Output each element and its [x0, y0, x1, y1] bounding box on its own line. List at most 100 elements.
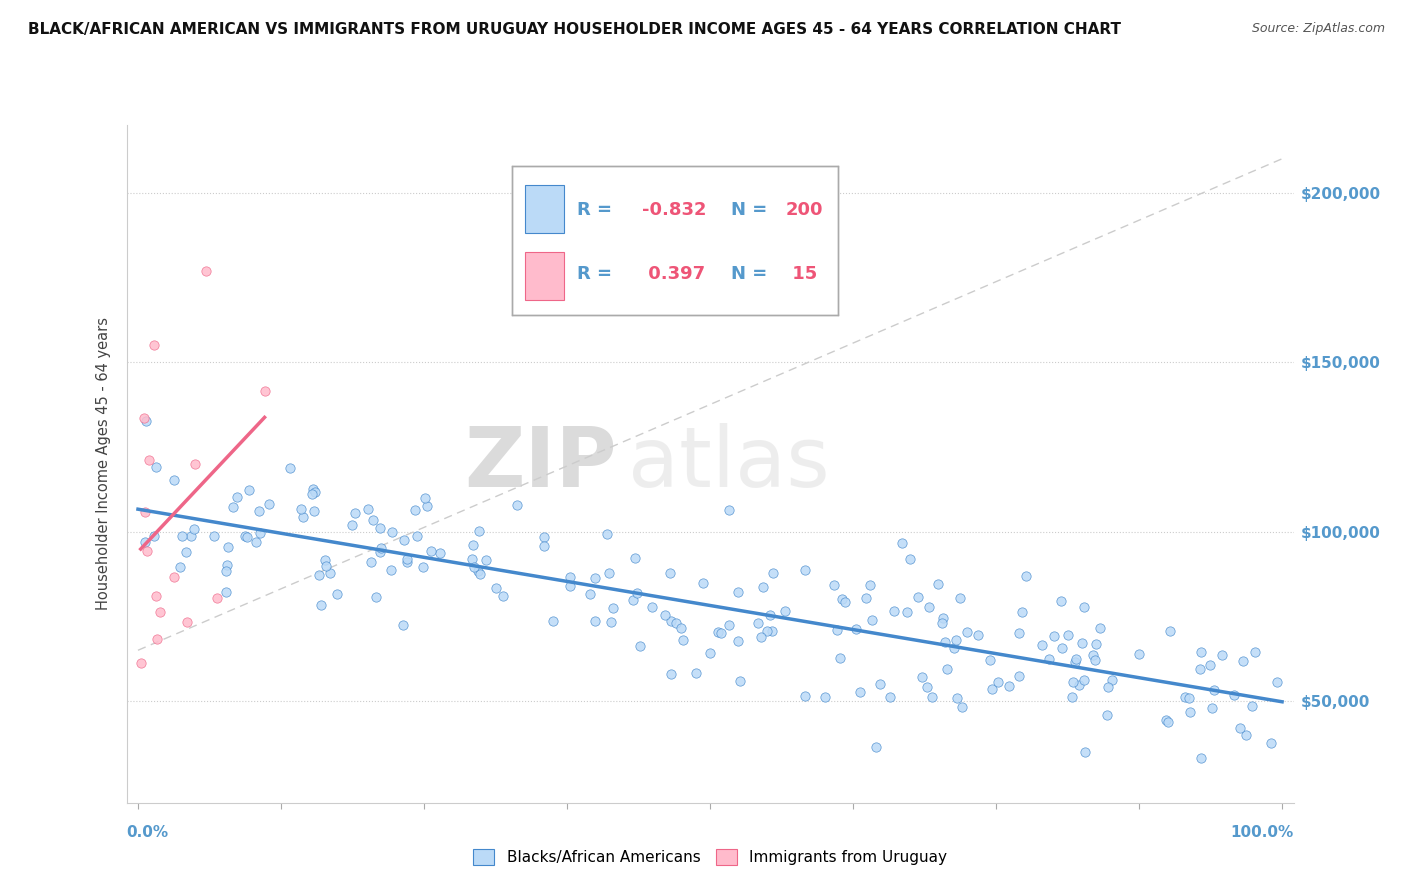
- Point: [1128, 647, 1150, 661]
- Point: [143, 529, 166, 543]
- Point: [1157, 715, 1180, 730]
- Point: [1223, 689, 1246, 703]
- Point: [814, 690, 837, 705]
- Point: [1062, 674, 1084, 689]
- Point: [541, 614, 564, 628]
- Point: [1085, 637, 1108, 651]
- Point: [533, 540, 555, 554]
- Point: [342, 518, 364, 533]
- Point: [855, 591, 877, 606]
- Legend: Blacks/African Americans, Immigrants from Uruguay: Blacks/African Americans, Immigrants fro…: [465, 842, 955, 873]
- Point: [579, 587, 602, 601]
- Point: [921, 690, 943, 705]
- Point: [463, 560, 485, 574]
- Point: [659, 666, 682, 681]
- Point: [626, 586, 648, 600]
- Point: [945, 633, 967, 648]
- Point: [699, 646, 721, 660]
- Point: [1189, 645, 1212, 659]
- Point: [1234, 728, 1257, 742]
- Point: [1199, 657, 1222, 672]
- Point: [1008, 626, 1031, 640]
- Point: [1188, 663, 1211, 677]
- Point: [169, 560, 191, 574]
- Point: [997, 679, 1019, 693]
- Point: [291, 509, 314, 524]
- Point: [361, 513, 384, 527]
- Point: [896, 605, 918, 619]
- Point: [134, 535, 156, 549]
- Point: [314, 553, 336, 567]
- Point: [949, 591, 972, 605]
- Point: [987, 675, 1010, 690]
- Point: [302, 504, 325, 518]
- Point: [759, 607, 782, 622]
- Point: [628, 640, 651, 654]
- Point: [1265, 675, 1288, 690]
- Point: [368, 545, 391, 559]
- Point: [773, 604, 796, 618]
- Point: [405, 529, 427, 543]
- Point: [492, 589, 515, 603]
- Point: [215, 558, 238, 572]
- Point: [194, 264, 217, 278]
- Point: [710, 626, 733, 640]
- Point: [641, 600, 664, 615]
- Point: [215, 565, 238, 579]
- Point: [394, 533, 416, 547]
- Point: [1060, 690, 1083, 705]
- Point: [865, 739, 887, 754]
- Point: [967, 628, 990, 642]
- Point: [412, 559, 434, 574]
- Point: [1067, 678, 1090, 692]
- Point: [1229, 721, 1251, 735]
- Point: [257, 498, 280, 512]
- Point: [596, 527, 619, 541]
- Point: [180, 528, 202, 542]
- Point: [129, 657, 152, 671]
- Point: [752, 580, 775, 594]
- Point: [381, 525, 404, 540]
- Point: [869, 677, 891, 691]
- Point: [747, 615, 769, 630]
- Point: [183, 522, 205, 536]
- Point: [416, 500, 439, 514]
- Point: [1011, 605, 1033, 619]
- Point: [558, 569, 581, 583]
- Point: [463, 538, 485, 552]
- Point: [825, 623, 848, 637]
- Point: [669, 621, 692, 635]
- Point: [659, 566, 682, 581]
- Point: [891, 536, 914, 550]
- Point: [931, 611, 953, 625]
- Point: [132, 411, 155, 425]
- Point: [834, 595, 856, 609]
- Point: [915, 681, 938, 695]
- Point: [222, 500, 245, 515]
- Point: [558, 579, 581, 593]
- Point: [1073, 673, 1095, 687]
- Point: [859, 578, 882, 592]
- Point: [238, 483, 260, 497]
- Point: [176, 615, 198, 629]
- Point: [727, 634, 749, 648]
- Point: [468, 566, 491, 581]
- Point: [370, 521, 392, 535]
- Point: [1177, 691, 1199, 706]
- Point: [692, 576, 714, 591]
- Point: [170, 529, 193, 543]
- Point: [602, 600, 624, 615]
- Point: [163, 474, 186, 488]
- Point: [661, 614, 683, 628]
- Point: [950, 700, 973, 714]
- Point: [184, 457, 207, 471]
- Point: [981, 682, 1004, 697]
- Point: [860, 613, 883, 627]
- Point: [794, 563, 817, 577]
- Point: [138, 453, 160, 467]
- Point: [136, 544, 159, 558]
- Point: [1057, 628, 1080, 642]
- Point: [911, 671, 934, 685]
- Point: [236, 530, 259, 544]
- Point: [831, 591, 853, 606]
